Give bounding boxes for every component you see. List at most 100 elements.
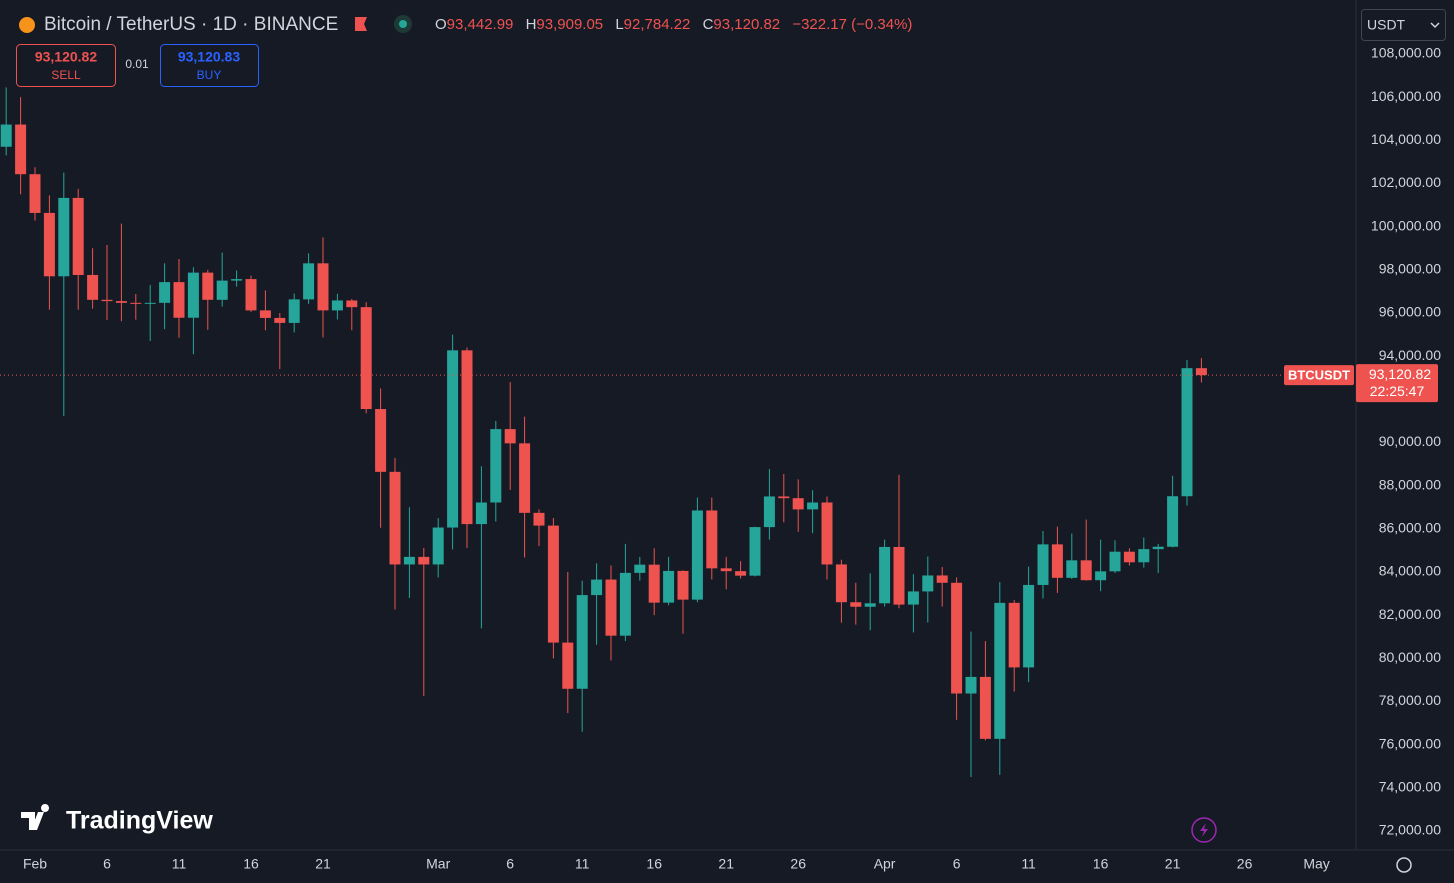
candle-body — [72, 197, 84, 275]
candle-body — [288, 299, 300, 323]
candle-body — [432, 527, 444, 565]
candle-body — [735, 571, 747, 576]
price-tag-price: 93,120.82 — [1369, 366, 1431, 382]
candle-body — [778, 496, 790, 499]
candle-body — [115, 301, 127, 303]
symbol-title[interactable]: Bitcoin / TetherUS · 1D · BINANCE — [44, 14, 338, 35]
candle-body — [202, 272, 214, 300]
candle-body — [591, 579, 603, 596]
dropdown-arrow — [1430, 22, 1440, 29]
y-tick-label: 96,000.00 — [1379, 304, 1441, 320]
candle-body — [375, 409, 387, 472]
candle-body — [1167, 496, 1179, 547]
candle-body — [1037, 544, 1049, 585]
alert-icon[interactable] — [1191, 817, 1217, 843]
ohlc-value: 92,784.22 — [624, 16, 691, 33]
ohlc-value: 93,909.05 — [536, 16, 603, 33]
candle-body — [1023, 584, 1035, 668]
candle-body — [605, 579, 617, 636]
sell-price: 93,120.82 — [35, 49, 97, 65]
candle-body — [389, 471, 401, 565]
x-tick-label: 21 — [1165, 856, 1181, 872]
candle-body — [1051, 544, 1063, 578]
y-tick-label: 108,000.00 — [1371, 45, 1441, 61]
candle-body — [749, 527, 761, 576]
candle-body — [1138, 549, 1150, 563]
candle-body — [303, 263, 315, 300]
candle-body — [907, 591, 919, 605]
buy-label: BUY — [197, 68, 222, 82]
y-tick-label: 76,000.00 — [1379, 735, 1441, 751]
x-tick-label: 26 — [790, 856, 806, 872]
x-tick-label: 6 — [103, 856, 111, 872]
y-tick-label: 104,000.00 — [1371, 131, 1441, 147]
candle-body — [994, 602, 1006, 739]
alert-bolt — [1200, 823, 1208, 837]
candle-body — [634, 564, 646, 573]
candle-body — [547, 525, 559, 643]
sell-button[interactable] — [16, 44, 116, 87]
candle-body — [648, 564, 660, 603]
candle-body — [490, 429, 502, 503]
y-tick-label: 88,000.00 — [1379, 476, 1441, 492]
settings-icon[interactable] — [1396, 857, 1412, 873]
candle-body — [461, 350, 473, 525]
x-tick-label: 11 — [172, 856, 187, 872]
candle-body — [936, 575, 948, 583]
candle-body — [979, 676, 991, 739]
currency-select[interactable] — [1361, 9, 1446, 41]
candle-body — [29, 174, 41, 213]
y-tick-label: 100,000.00 — [1371, 217, 1441, 233]
x-tick-label: 16 — [243, 856, 259, 872]
y-tick-label: 102,000.00 — [1371, 174, 1441, 190]
candle-body — [922, 575, 934, 592]
ohlc-label: C — [703, 16, 714, 33]
candle-body — [418, 556, 430, 565]
price-tag-countdown: 22:25:47 — [1370, 383, 1425, 399]
logo-text: TradingView — [66, 807, 213, 835]
logo-mark — [21, 804, 50, 830]
candle-body — [864, 603, 876, 607]
x-tick-label: Apr — [874, 856, 896, 872]
candle-body — [533, 512, 545, 526]
candle-body — [0, 124, 12, 147]
candle-body — [1008, 602, 1020, 668]
candle-body — [43, 212, 55, 277]
sell-label: SELL — [51, 68, 81, 82]
y-tick-label: 74,000.00 — [1379, 779, 1441, 795]
y-tick-label: 94,000.00 — [1379, 347, 1441, 363]
candle-body — [259, 310, 271, 318]
candles — [0, 87, 1356, 778]
buy-price: 93,120.83 — [178, 49, 240, 65]
candle-body — [317, 263, 329, 311]
candle-body — [1181, 368, 1193, 497]
candle-body — [360, 307, 372, 410]
candle-body — [720, 568, 732, 572]
candle-body — [475, 502, 487, 525]
candle-body — [346, 300, 358, 308]
x-tick-label: 11 — [1021, 856, 1036, 872]
symbol-tag-text: BTCUSDT — [1288, 368, 1350, 383]
status-dot — [399, 20, 407, 28]
x-tick-label: May — [1303, 856, 1329, 872]
ohlc-value: 93,120.82 — [713, 16, 780, 33]
candle-body — [144, 302, 156, 304]
ohlc-label: H — [526, 16, 537, 33]
buy-button[interactable] — [160, 44, 259, 87]
candle-body — [216, 280, 228, 300]
candle-body — [576, 595, 588, 689]
x-tick-label: 16 — [646, 856, 662, 872]
candle-body — [101, 299, 113, 302]
candle-body — [87, 274, 99, 300]
y-tick-label: 86,000.00 — [1379, 520, 1441, 536]
candle-body — [403, 556, 415, 565]
flag-icon[interactable] — [355, 17, 367, 31]
candle-body — [187, 272, 199, 318]
candle-body — [331, 300, 343, 311]
candle-body — [792, 498, 804, 510]
candle-body — [1195, 368, 1207, 376]
axis-labels: 72,000.00 74,000.00 76,000.00 78,000.00 80,0… — [23, 45, 1441, 872]
